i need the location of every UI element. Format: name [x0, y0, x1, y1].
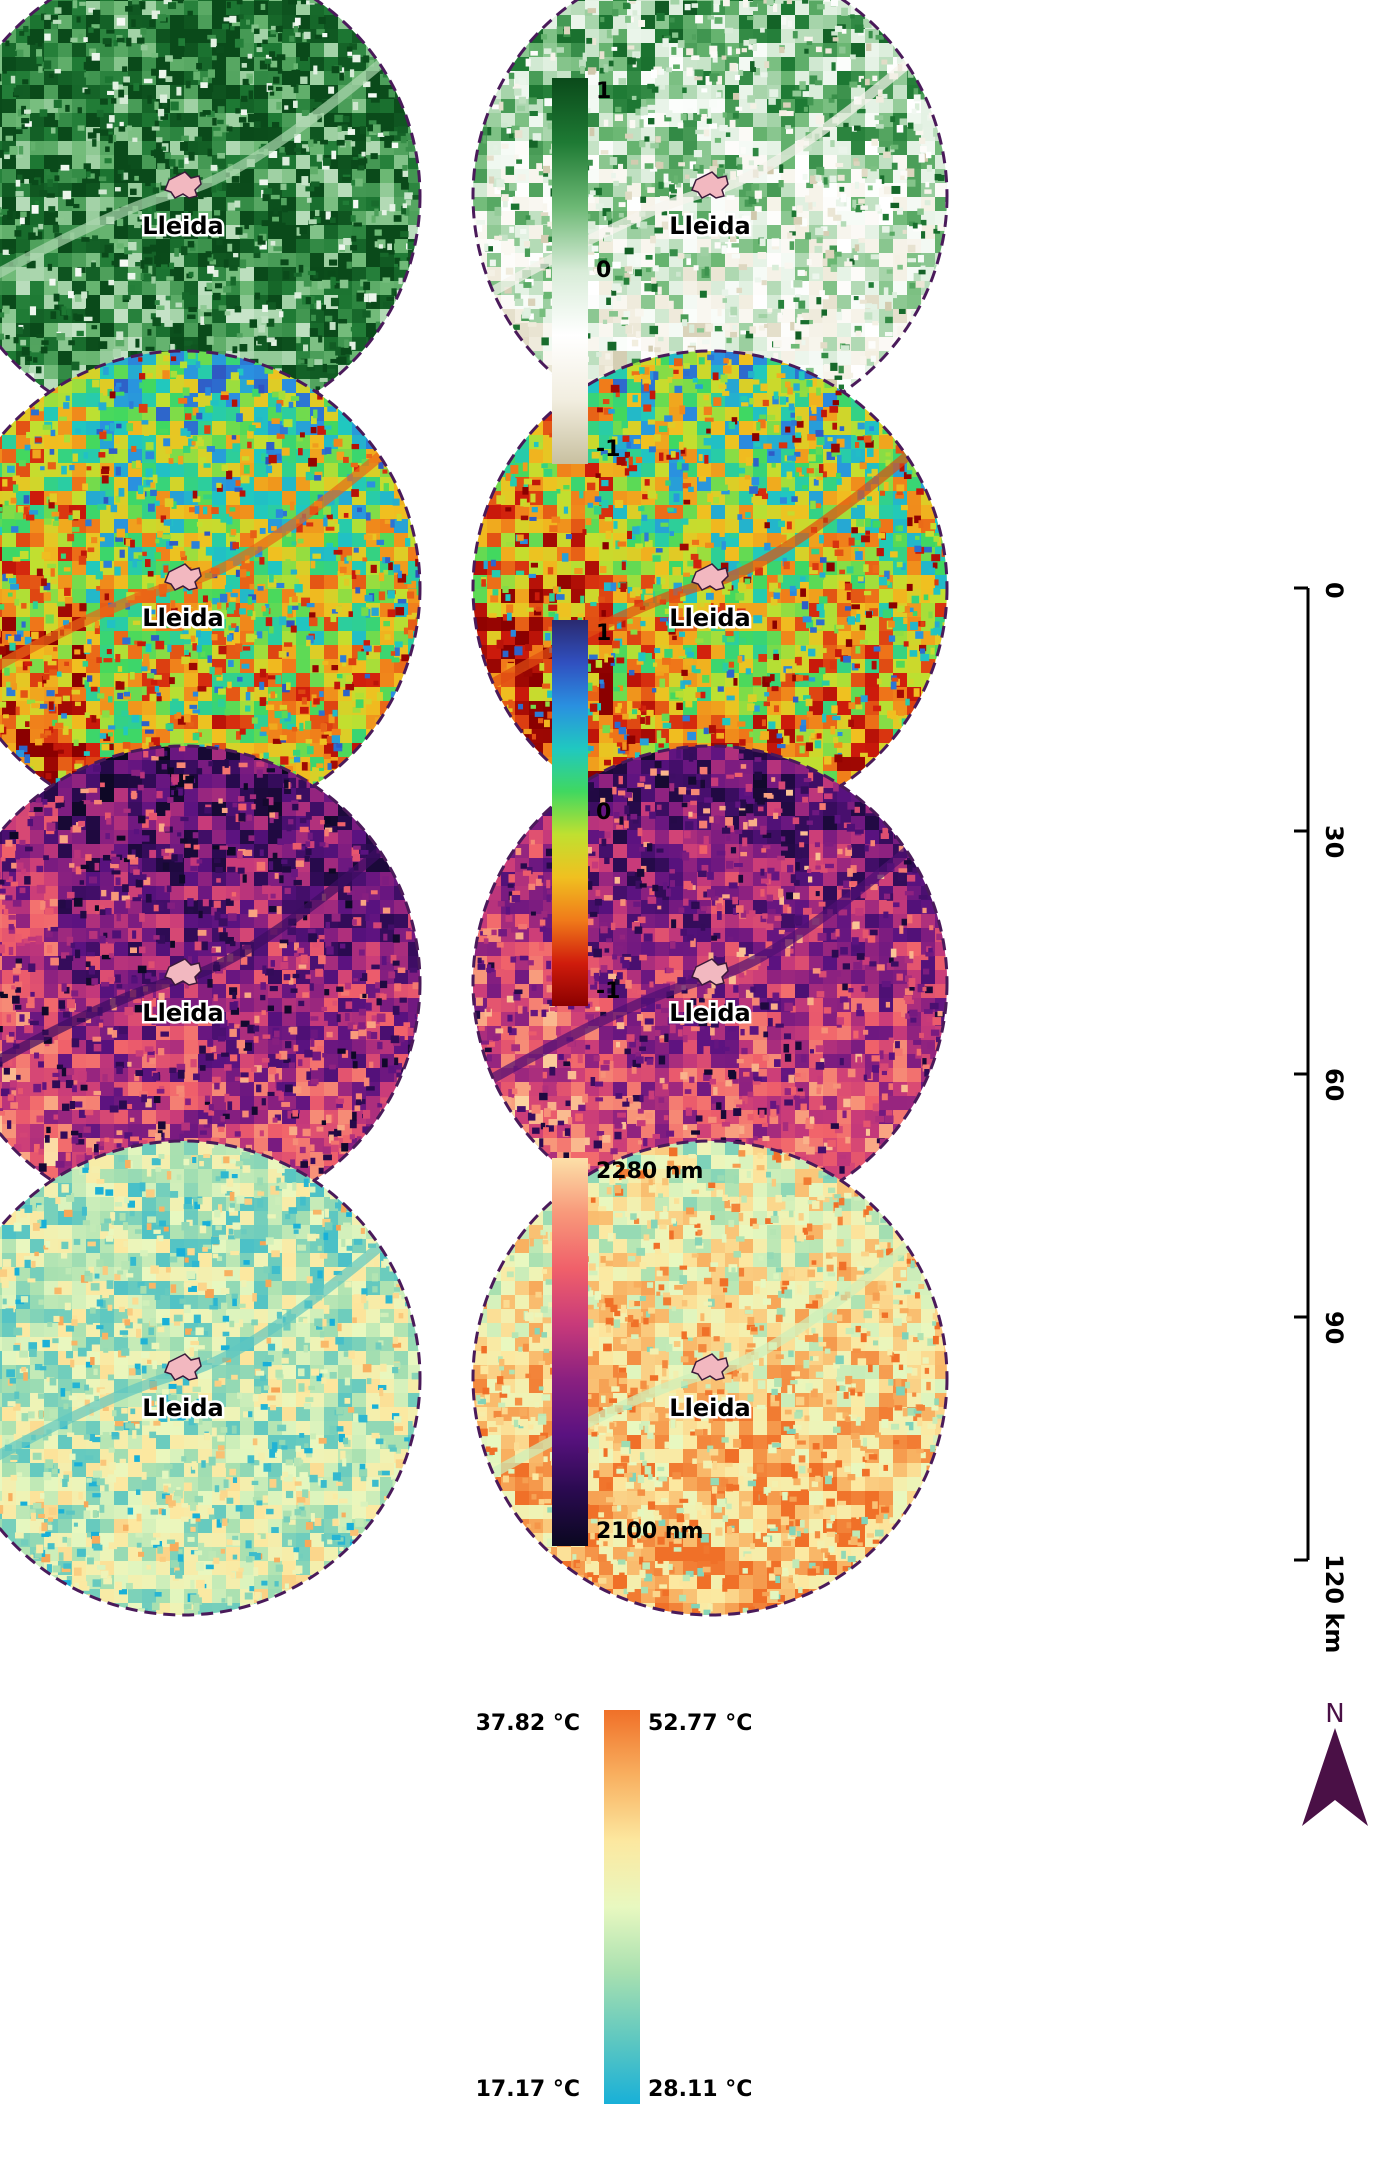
colorbar-left-bottom-label: 17.17 °C: [476, 2077, 580, 2102]
colorbar-bottom-label: -1: [596, 979, 620, 1004]
study-area-boundary: [0, 1139, 422, 1617]
colorbar-top-label: 1: [596, 79, 611, 104]
city-label: Lleida: [142, 999, 223, 1027]
colorbar-mid-label: 0: [596, 800, 611, 825]
scale-bar-label: 90: [1320, 1311, 1348, 1344]
city-label: Lleida: [142, 1394, 223, 1422]
city-label: Lleida: [669, 212, 750, 240]
colorbars: 1 -1 0 1 -1 0 2280 nm 2100 nm 52.77 °C 28.11 °C 37…: [476, 78, 752, 2104]
city-boundary: [164, 958, 202, 986]
scale-bar-label: 0: [1320, 582, 1348, 599]
city-label: Lleida: [669, 1394, 750, 1422]
city-label: Lleida: [669, 999, 750, 1027]
raster-layer: [473, 1141, 947, 1615]
colorbar-bottom-label: 28.11 °C: [648, 2077, 752, 2102]
colorbar-temp: 52.77 °C 28.11 °C 37.82 °C 17.17 °C: [476, 1710, 752, 2104]
scale-bar-label: 60: [1320, 1068, 1348, 1101]
colorbar-top-label: 2280 nm: [596, 1159, 703, 1184]
scale-bar-label: 120 km: [1320, 1554, 1348, 1653]
colorbar-bottom-label: 2100 nm: [596, 1519, 703, 1544]
city-boundary: [691, 563, 729, 591]
city-boundary: [164, 171, 202, 199]
city-boundary: [691, 171, 729, 199]
north-arrow-icon: [1302, 1728, 1368, 1826]
colorbar-mid-label: 0: [596, 258, 611, 283]
city-boundary: [691, 1353, 729, 1381]
map-panel-r2-left: Lleida: [0, 349, 422, 827]
colorbar-ramp: [604, 1710, 640, 2104]
city-label: Lleida: [142, 212, 223, 240]
colorbar-top-label: 1: [596, 621, 611, 646]
colorbar-spectral: 1 -1 0: [552, 620, 620, 1006]
north-arrow: N: [1302, 1699, 1368, 1826]
city-boundary: [691, 958, 729, 986]
city-label: Lleida: [669, 604, 750, 632]
scale-bar: 0 30 60 90 120 km: [1294, 582, 1348, 1653]
colorbar-ramp: [552, 78, 588, 464]
colorbar-magma: 2280 nm 2100 nm: [552, 1158, 703, 1546]
north-label: N: [1325, 1699, 1344, 1729]
colorbar-ramp: [552, 620, 588, 1006]
study-area-boundary: [471, 1139, 949, 1617]
city-label: Lleida: [142, 604, 223, 632]
map-panels: Lleida Lleida Lleida Lleida Lleida Lleida Llei…: [0, 0, 949, 1617]
colorbar-bottom-label: -1: [596, 437, 620, 462]
map-panel-r4-left: Lleida: [0, 1139, 422, 1617]
map-panel-r4-right: Lleida: [471, 1139, 949, 1617]
city-boundary: [164, 563, 202, 591]
city-boundary: [164, 1353, 202, 1381]
raster-layer: [0, 1141, 420, 1615]
colorbar-top-label: 52.77 °C: [648, 1711, 752, 1736]
colorbar-left-top-label: 37.82 °C: [476, 1711, 580, 1736]
colorbar-ndvi: 1 -1 0: [552, 78, 620, 464]
scale-bar-label: 30: [1320, 825, 1348, 858]
colorbar-ramp: [552, 1158, 588, 1546]
